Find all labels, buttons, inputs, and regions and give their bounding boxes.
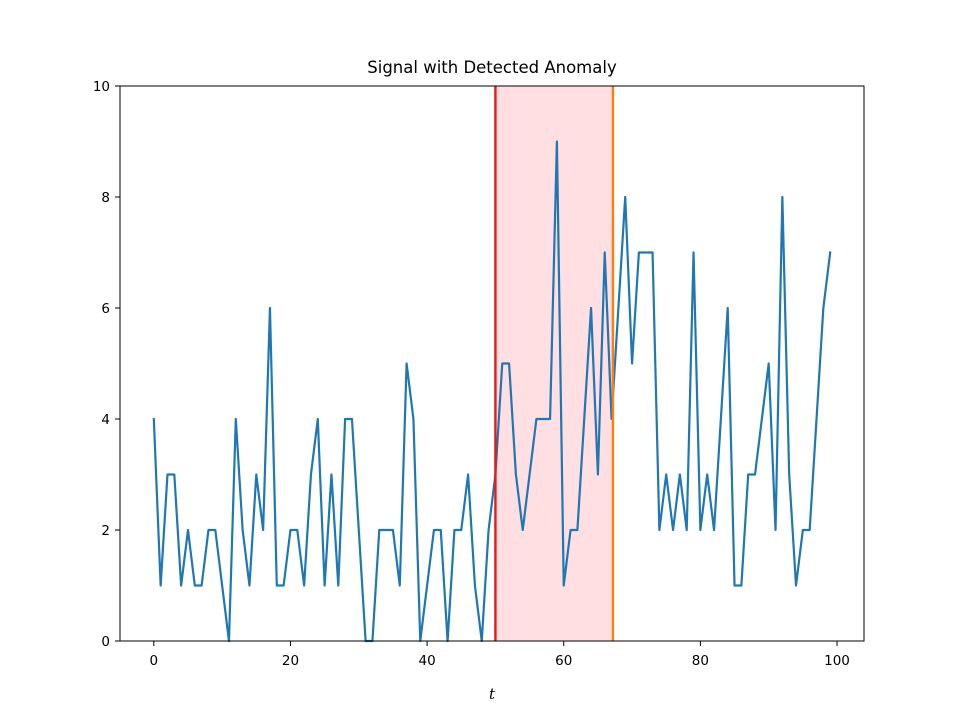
y-tick-label: 10 <box>93 79 110 95</box>
x-tick-label: 20 <box>282 653 299 669</box>
x-tick-label: 100 <box>824 653 850 669</box>
x-tick-label: 60 <box>555 653 572 669</box>
anomaly-span <box>495 86 613 641</box>
y-tick-label: 6 <box>101 301 110 317</box>
plot-frame <box>119 85 865 642</box>
x-axis-label: t <box>489 685 496 703</box>
chart-title: Signal with Detected Anomaly <box>367 58 617 77</box>
y-tick-label: 0 <box>101 634 110 650</box>
y-tick-label: 2 <box>101 523 110 539</box>
x-tick-label: 80 <box>692 653 709 669</box>
x-tick-label: 0 <box>150 653 159 669</box>
y-tick-label: 8 <box>101 190 110 206</box>
x-tick-label: 40 <box>419 653 436 669</box>
y-tick-label: 4 <box>101 412 110 428</box>
series-line <box>152 140 832 643</box>
